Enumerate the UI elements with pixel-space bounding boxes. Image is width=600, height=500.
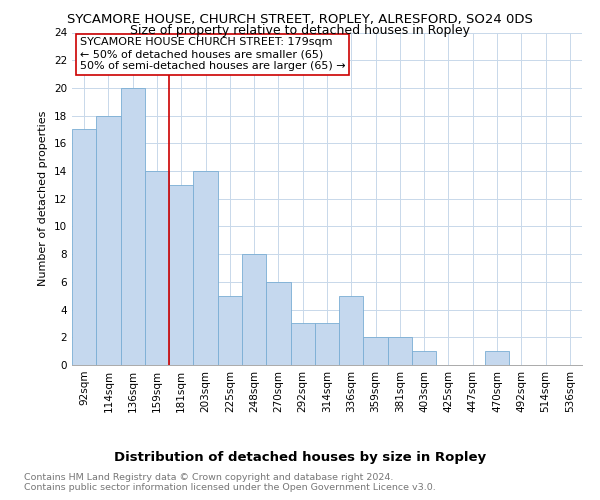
Text: Size of property relative to detached houses in Ropley: Size of property relative to detached ho… [130, 24, 470, 37]
Bar [218, 296, 242, 365]
Bar [388, 338, 412, 365]
Text: SYCAMORE HOUSE, CHURCH STREET, ROPLEY, ALRESFORD, SO24 0DS: SYCAMORE HOUSE, CHURCH STREET, ROPLEY, A… [67, 12, 533, 26]
Y-axis label: Number of detached properties: Number of detached properties [38, 111, 49, 286]
Text: Contains HM Land Registry data © Crown copyright and database right 2024.
Contai: Contains HM Land Registry data © Crown c… [24, 472, 436, 492]
Bar [290, 324, 315, 365]
Bar [412, 351, 436, 365]
Text: Distribution of detached houses by size in Ropley: Distribution of detached houses by size … [114, 451, 486, 464]
Bar [145, 171, 169, 365]
Bar [169, 185, 193, 365]
Bar [121, 88, 145, 365]
Bar [193, 171, 218, 365]
Text: SYCAMORE HOUSE CHURCH STREET: 179sqm
← 50% of detached houses are smaller (65)
5: SYCAMORE HOUSE CHURCH STREET: 179sqm ← 5… [80, 38, 345, 70]
Bar [242, 254, 266, 365]
Bar [364, 338, 388, 365]
Bar [266, 282, 290, 365]
Bar [339, 296, 364, 365]
Bar [96, 116, 121, 365]
Bar [485, 351, 509, 365]
Bar [315, 324, 339, 365]
Bar [72, 130, 96, 365]
